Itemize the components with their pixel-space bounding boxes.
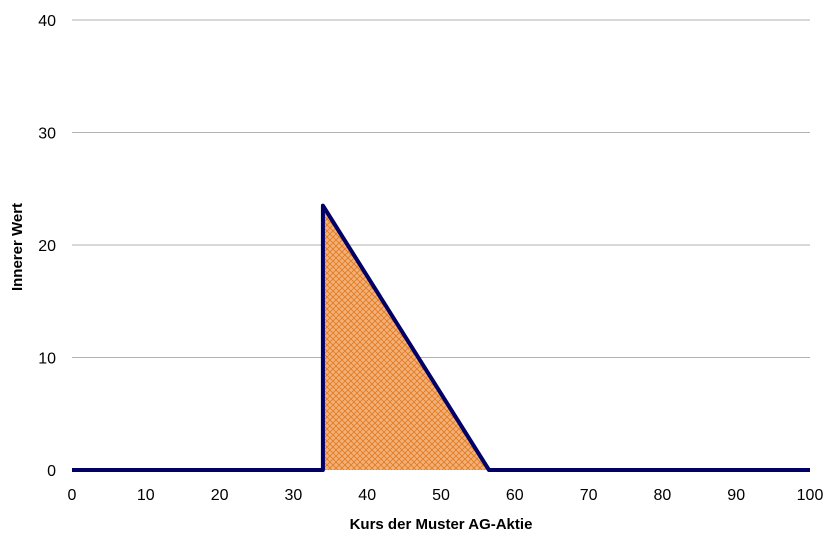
x-tick-label: 70 [580, 487, 598, 504]
x-tick-label: 60 [506, 487, 524, 504]
y-tick-labels: 0 10 20 30 40 [38, 13, 56, 480]
x-tick-label: 40 [358, 487, 376, 504]
x-tick-label: 50 [432, 487, 450, 504]
x-tick-label: 30 [285, 487, 303, 504]
x-axis-title: Kurs der Muster AG-Aktie [350, 516, 533, 533]
y-axis-title: Innerer Wert [9, 203, 26, 291]
y-tick-label: 10 [38, 351, 56, 368]
series-line-innerer-wert [72, 203, 810, 472]
x-tick-label: 100 [797, 487, 824, 504]
x-tick-label: 90 [727, 487, 745, 504]
y-tick-label: 40 [38, 13, 56, 30]
x-tick-label: 80 [654, 487, 672, 504]
gridlines [72, 19, 810, 358]
y-tick-label: 0 [47, 463, 56, 480]
y-tick-label: 30 [38, 126, 56, 143]
x-tick-label: 0 [68, 487, 77, 504]
x-tick-labels: 0 10 20 30 40 50 60 70 80 90 100 [68, 487, 824, 504]
y-tick-label: 20 [38, 238, 56, 255]
series-layer [72, 203, 810, 472]
x-tick-label: 10 [137, 487, 155, 504]
x-tick-label: 20 [211, 487, 229, 504]
